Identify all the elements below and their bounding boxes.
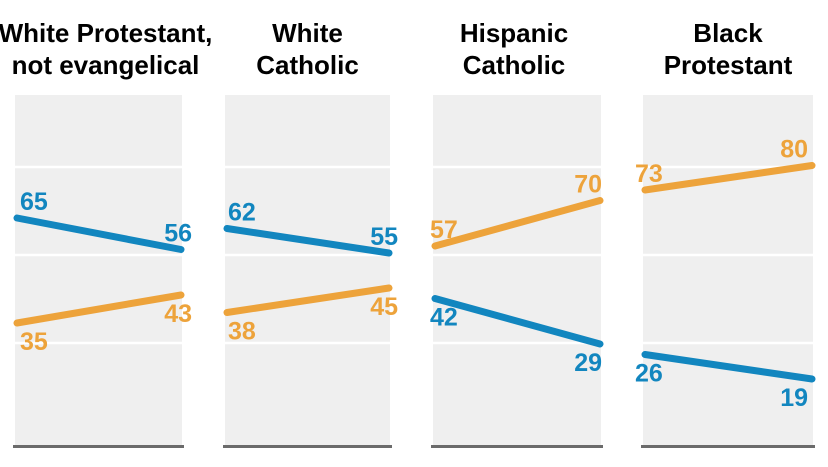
panel-title-line: Black — [693, 18, 763, 48]
panel-title-line: White — [272, 18, 343, 48]
panel-hispanic-catholic: 57 70 42 29 — [430, 95, 604, 448]
value-label-end-orange: 70 — [574, 171, 602, 199]
trend-line-blue — [641, 351, 816, 383]
value-label-start-blue: 65 — [20, 188, 48, 216]
trend-line-orange — [431, 197, 604, 250]
value-label-end-blue: 29 — [574, 349, 602, 377]
value-label-end-orange: 43 — [164, 300, 192, 328]
panel-title-white-catholic: White Catholic — [256, 17, 359, 81]
value-label-end-blue: 55 — [370, 223, 398, 251]
panel-title-white-protestant-not-evangelical: White Protestant, not evangelical — [0, 17, 212, 81]
trend-line-blue — [13, 214, 185, 253]
value-label-end-orange: 45 — [370, 293, 398, 321]
panel-background — [433, 95, 601, 445]
value-label-start-blue: 62 — [228, 199, 256, 227]
value-label-start-blue: 26 — [635, 360, 663, 388]
value-label-end-orange: 80 — [780, 136, 808, 164]
value-label-start-orange: 38 — [228, 318, 256, 346]
value-label-start-orange: 57 — [430, 216, 458, 244]
panel-background — [15, 95, 182, 445]
trend-line-orange — [641, 162, 816, 194]
trend-line-orange — [13, 291, 185, 327]
trend-line-blue — [223, 225, 393, 257]
value-label-start-orange: 73 — [635, 160, 663, 188]
panel-background — [225, 95, 390, 445]
panel-title-line: Protestant — [663, 50, 793, 80]
panel-black-protestant: 73 80 26 19 — [635, 95, 816, 448]
panel-title-line: not evangelical — [11, 50, 200, 80]
panel-title-line: Catholic — [256, 50, 359, 80]
panel-title-line: Catholic — [462, 50, 566, 80]
panel-white-protestant-not-evangelical: 65 56 35 43 — [13, 95, 192, 448]
value-label-end-blue: 19 — [780, 384, 808, 412]
panel-title-black-protestant: Black Protestant — [664, 17, 793, 81]
value-label-start-orange: 35 — [20, 328, 48, 356]
panel-background — [643, 95, 813, 445]
trend-line-blue — [431, 295, 604, 348]
value-label-end-blue: 56 — [164, 220, 192, 248]
panel-title-hispanic-catholic: Hispanic Catholic — [460, 17, 568, 81]
panel-title-line: Hispanic — [459, 18, 569, 48]
panel-title-line: White Protestant, — [0, 18, 213, 48]
panel-white-catholic: 62 55 38 45 — [223, 95, 398, 448]
trend-line-orange — [223, 284, 393, 316]
value-label-start-blue: 42 — [430, 304, 458, 332]
